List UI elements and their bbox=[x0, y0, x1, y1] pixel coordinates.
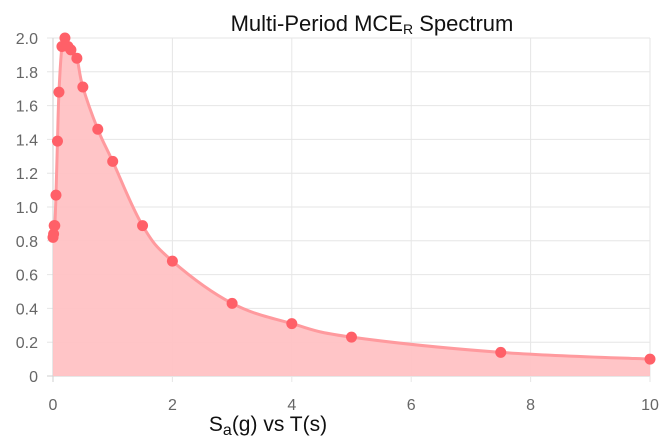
series-area-fill bbox=[53, 37, 650, 377]
data-point bbox=[49, 220, 61, 232]
ticks-layer: 0 0.2 0.4 0.6 0.8 1.0 1.2 1.4 1.6 1.8 2.0 0 2 4 6 8 10 bbox=[16, 31, 659, 414]
data-point bbox=[51, 135, 63, 147]
data-point bbox=[92, 123, 104, 135]
data-point bbox=[644, 353, 656, 365]
y-tick-label: 0 bbox=[29, 369, 38, 386]
x-axis-label-tail: (g) vs T(s) bbox=[232, 413, 327, 436]
data-point bbox=[50, 189, 62, 201]
y-tick-label: 1.6 bbox=[16, 99, 38, 116]
data-point bbox=[71, 52, 83, 64]
y-tick-label: 0.4 bbox=[16, 301, 38, 318]
x-tick-label: 0 bbox=[49, 397, 58, 414]
data-point bbox=[137, 220, 149, 232]
data-point bbox=[77, 81, 89, 93]
chart-title: Multi-Period MCER Spectrum bbox=[231, 11, 514, 37]
data-point bbox=[286, 318, 298, 330]
data-point bbox=[495, 346, 507, 358]
x-tick-label: 8 bbox=[526, 397, 535, 414]
x-axis-label: Sa(g) vs T(s) bbox=[209, 413, 327, 438]
data-point bbox=[346, 331, 357, 343]
y-tick-label: 1.2 bbox=[16, 166, 38, 183]
data-point bbox=[65, 44, 77, 56]
y-tick-label: 0.8 bbox=[16, 234, 38, 251]
data-point bbox=[166, 255, 178, 267]
points-layer bbox=[47, 32, 656, 365]
data-point bbox=[107, 155, 119, 167]
x-tick-label: 10 bbox=[641, 397, 659, 414]
x-axis-label-main: S bbox=[209, 413, 223, 436]
chart-title-tail: Spectrum bbox=[413, 11, 513, 36]
chart-title-subscript: R bbox=[403, 21, 413, 37]
chart-title-main: Multi-Period MCE bbox=[231, 11, 403, 36]
y-tick-label: 1.8 bbox=[16, 65, 38, 82]
x-tick-label: 6 bbox=[407, 397, 416, 414]
data-point bbox=[226, 297, 238, 309]
x-axis-label-subscript: a bbox=[223, 422, 232, 438]
data-point bbox=[59, 32, 71, 44]
x-tick-label: 4 bbox=[287, 397, 296, 414]
y-tick-label: 1.4 bbox=[16, 132, 38, 149]
y-tick-label: 1.0 bbox=[16, 200, 38, 217]
data-point bbox=[48, 228, 60, 240]
y-tick-label: 2.0 bbox=[16, 31, 38, 48]
y-tick-label: 0.2 bbox=[16, 335, 38, 352]
x-tick-label: 2 bbox=[168, 397, 177, 414]
data-point bbox=[53, 86, 65, 98]
y-tick-label: 0.6 bbox=[16, 268, 38, 285]
